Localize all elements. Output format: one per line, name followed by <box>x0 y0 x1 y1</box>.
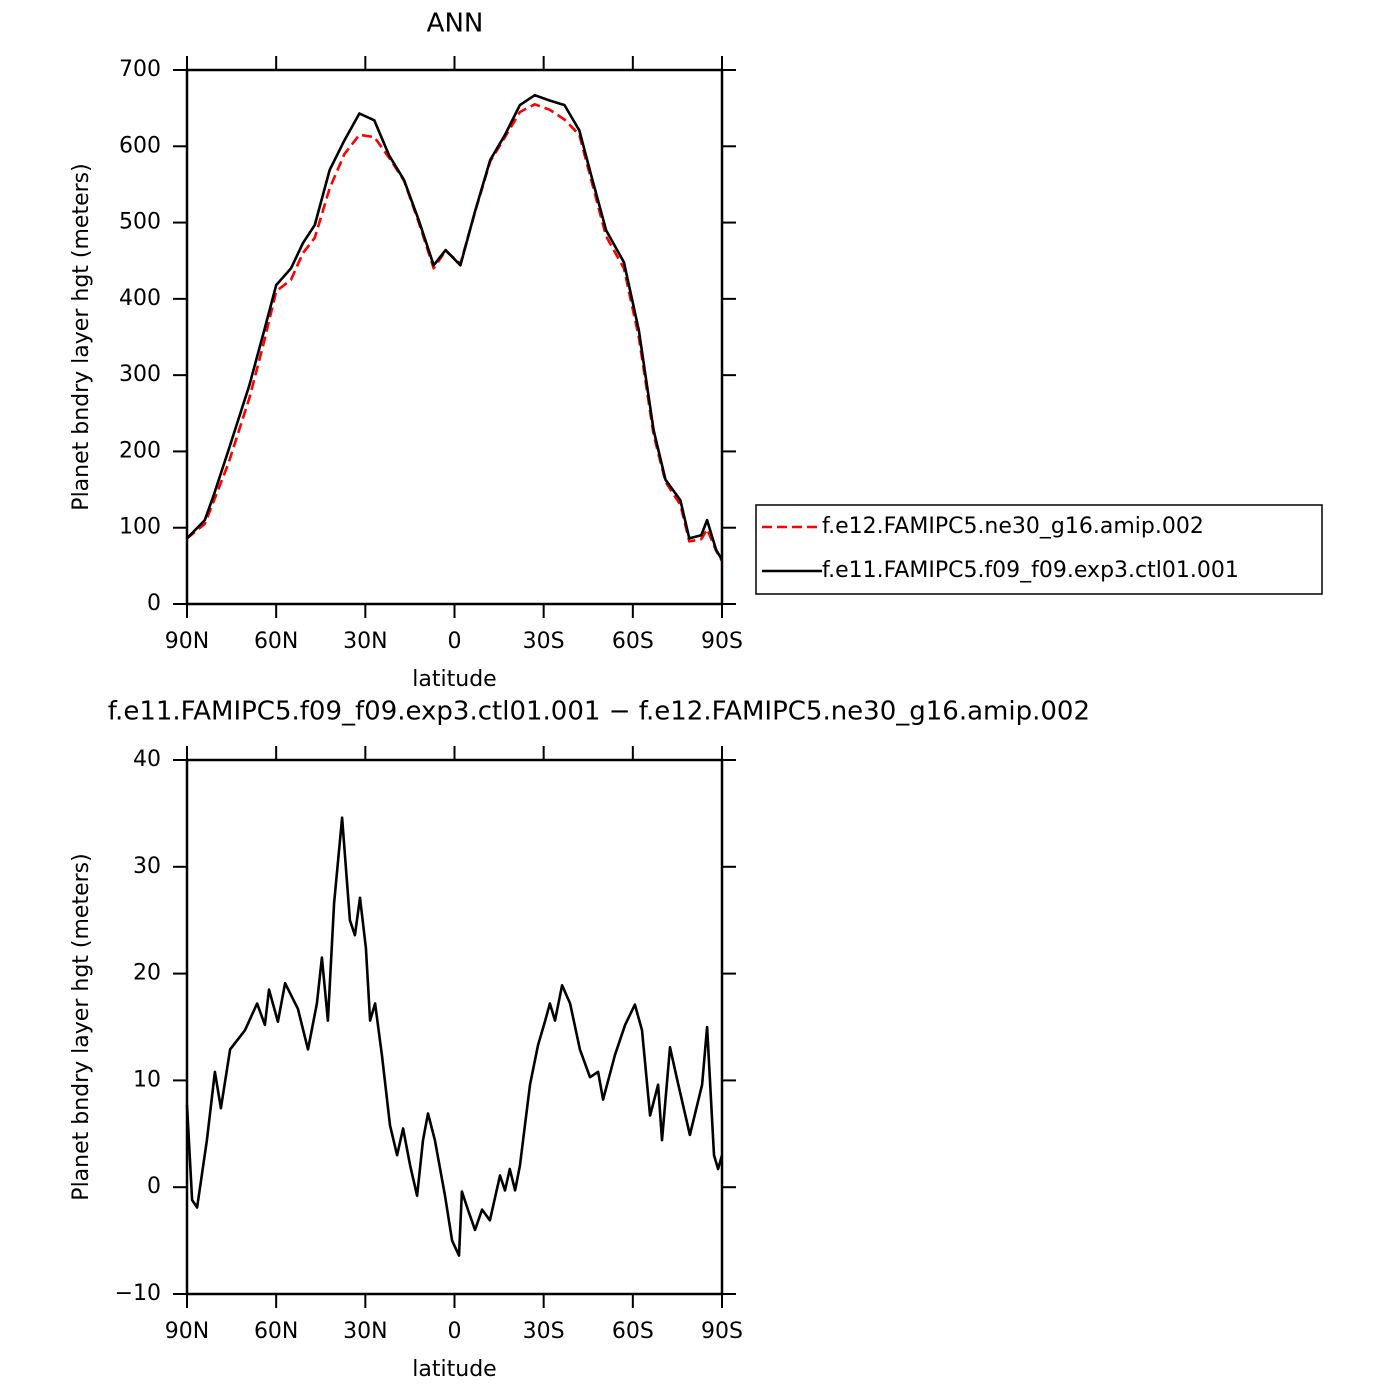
x-axis-label: latitude <box>412 667 496 692</box>
x-tick-label: 90S <box>701 629 743 654</box>
y-tick-label: 100 <box>119 515 161 540</box>
legend-label: f.e12.FAMIPC5.ne30_g16.amip.002 <box>822 514 1204 539</box>
x-tick-label: 60N <box>254 629 298 654</box>
x-axis-label: latitude <box>412 1357 496 1382</box>
chart-title: f.e11.FAMIPC5.f09_f09.exp3.ctl01.001 − f… <box>108 697 1090 727</box>
plot-frame <box>185 68 724 606</box>
x-tick-label: 30N <box>343 1319 387 1344</box>
x-tick-label: 0 <box>448 1319 462 1344</box>
y-tick-label: 0 <box>147 591 161 616</box>
x-tick-label: 60N <box>254 1319 298 1344</box>
y-tick-label: 500 <box>119 210 161 235</box>
y-tick-label: 0 <box>147 1174 161 1199</box>
x-tick-label: 60S <box>612 1319 654 1344</box>
y-tick-label: 600 <box>119 133 161 158</box>
y-axis-label: Planet bndry layer hgt (meters) <box>69 163 94 510</box>
plot-frame <box>185 758 724 1296</box>
chart-title: ANN <box>427 9 484 39</box>
y-tick-label: 40 <box>133 747 161 772</box>
data-line <box>186 93 724 561</box>
y-tick-label: 30 <box>133 854 161 879</box>
x-tick-label: 60S <box>612 629 654 654</box>
y-tick-label: 400 <box>119 286 161 311</box>
x-tick-label: 90S <box>701 1319 743 1344</box>
y-tick-label: 200 <box>119 438 161 463</box>
x-tick-label: 90N <box>165 1319 209 1344</box>
y-axis-label: Planet bndry layer hgt (meters) <box>69 853 94 1200</box>
data-line <box>185 816 724 1257</box>
x-tick-label: 30S <box>523 1319 565 1344</box>
y-tick-label: 10 <box>133 1067 161 1092</box>
y-tick-label: −10 <box>115 1281 161 1306</box>
y-tick-label: 20 <box>133 961 161 986</box>
legend-label: f.e11.FAMIPC5.f09_f09.exp3.ctl01.001 <box>822 558 1239 583</box>
x-tick-label: 30N <box>343 629 387 654</box>
x-tick-label: 90N <box>165 629 209 654</box>
legend-box <box>755 504 1323 595</box>
data-line <box>186 103 724 562</box>
y-tick-label: 300 <box>119 362 161 387</box>
x-tick-label: 30S <box>523 629 565 654</box>
y-tick-label: 700 <box>119 57 161 82</box>
x-tick-label: 0 <box>448 629 462 654</box>
